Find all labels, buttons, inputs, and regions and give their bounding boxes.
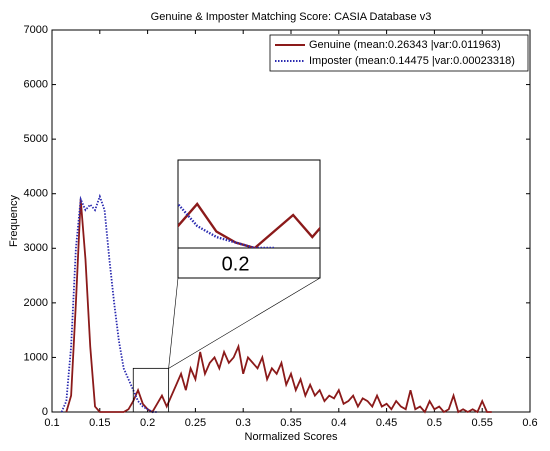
- series-line: [178, 202, 320, 248]
- x-tick-label: 0.2: [140, 417, 155, 429]
- x-tick-label: 0.3: [236, 417, 251, 429]
- inset-plot: [178, 202, 320, 248]
- x-tick-label: 0.4: [331, 417, 346, 429]
- x-tick-label: 0.6: [522, 417, 537, 429]
- x-tick-label: 0.1: [44, 417, 59, 429]
- y-tick-label: 3000: [24, 242, 48, 254]
- legend-label: Genuine (mean:0.26343 |var:0.011963): [309, 39, 501, 51]
- series-line: [178, 202, 274, 248]
- x-tick-label: 0.25: [185, 417, 206, 429]
- zoom-region: [132, 367, 170, 413]
- y-tick-label: 5000: [24, 133, 48, 145]
- x-tick-label: 0.45: [376, 417, 397, 429]
- x-tick-label: 0.55: [471, 417, 492, 429]
- series-line: [60, 193, 158, 413]
- y-tick-label: 1000: [24, 351, 48, 363]
- y-tick-label: 2000: [24, 297, 48, 309]
- x-tick-label: 0.15: [89, 417, 110, 429]
- y-tick-label: 7000: [24, 24, 48, 36]
- x-tick-label: 0.5: [427, 417, 442, 429]
- chart-title: Genuine & Imposter Matching Score: CASIA…: [151, 11, 432, 23]
- y-tick-label: 4000: [24, 188, 48, 200]
- inset-x-tick-label: 0.2: [222, 253, 250, 275]
- y-tick-label: 0: [42, 406, 48, 418]
- x-axis-label: Normalized Scores: [245, 431, 338, 443]
- legend-box: [269, 34, 529, 72]
- y-tick-label: 6000: [24, 78, 48, 90]
- zoom-connector: [168, 277, 179, 369]
- series-line: [65, 199, 492, 414]
- x-tick-label: 0.35: [280, 417, 301, 429]
- zoom-connector: [168, 277, 321, 369]
- legend-label: Imposter (mean:0.14475 |var:0.00023318): [309, 55, 515, 67]
- y-axis-label: Frequency: [8, 195, 20, 247]
